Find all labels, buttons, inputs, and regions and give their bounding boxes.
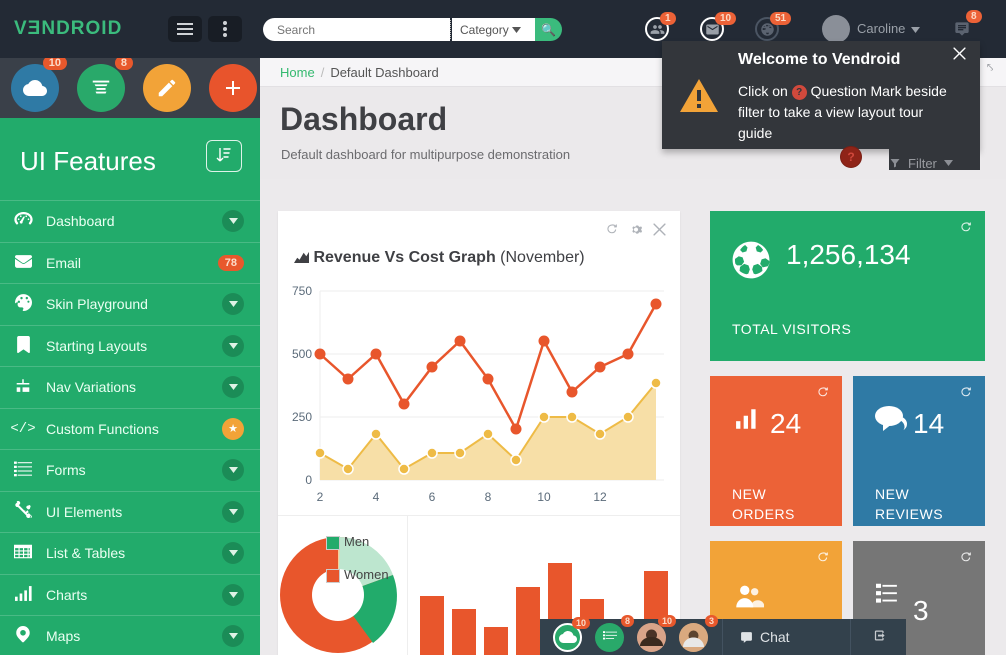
svg-text:2: 2 [317, 490, 324, 504]
svg-text:4: 4 [373, 490, 380, 504]
svg-text:8: 8 [485, 490, 492, 504]
svg-text:250: 250 [292, 410, 312, 424]
svg-text:6: 6 [429, 490, 436, 504]
svg-text:10: 10 [537, 490, 551, 504]
svg-text:750: 750 [292, 284, 312, 298]
svg-text:500: 500 [292, 347, 312, 361]
svg-text:12: 12 [593, 490, 607, 504]
svg-text:0: 0 [305, 473, 312, 487]
